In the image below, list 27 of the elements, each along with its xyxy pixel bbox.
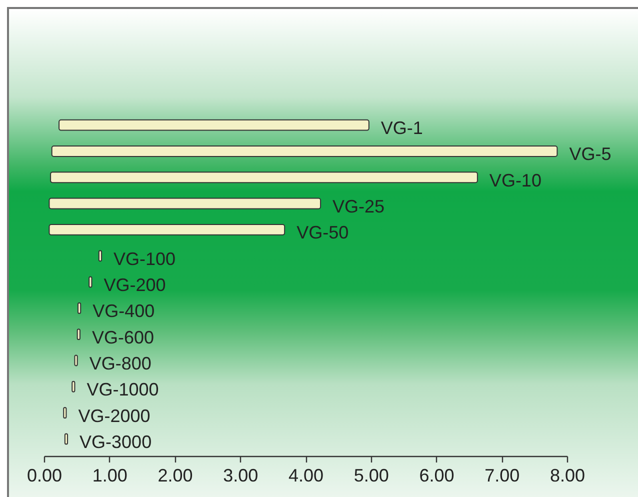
y-tick-label: VG-1000 (86, 380, 159, 400)
y-tick-label: VG-1 (380, 118, 423, 138)
bar (58, 119, 370, 131)
bar (51, 146, 558, 157)
x-tick-label: 7.00 (484, 466, 520, 486)
bar (48, 198, 322, 210)
x-tick-label: 4.00 (288, 466, 324, 486)
y-tick-label: VG-25 (332, 196, 385, 217)
y-tick-label: VG-3000 (80, 432, 152, 452)
y-tick-label: VG-2000 (78, 406, 150, 426)
y-tick-label: VG-5 (569, 144, 612, 164)
y-tick-label: VG-800 (89, 353, 152, 374)
x-tick-label: 0.00 (26, 466, 62, 486)
x-tick-label: 8.00 (550, 466, 586, 486)
x-tick-label: 6.00 (419, 466, 454, 486)
x-tick-label: 2.00 (158, 466, 193, 486)
y-tick-label: VG-50 (296, 222, 349, 243)
y-tick-label: VG-600 (92, 327, 154, 348)
bar (48, 224, 286, 236)
bar (50, 172, 478, 184)
x-tick-label: 1.00 (92, 466, 128, 486)
y-tick-label: VG-400 (92, 301, 155, 322)
y-tick-label: VG-10 (489, 170, 542, 190)
x-tick-label: 3.00 (223, 466, 258, 486)
x-tick-label: 5.00 (354, 466, 389, 486)
y-tick-label: VG-100 (114, 248, 176, 269)
y-tick-label: VG-200 (104, 275, 166, 295)
